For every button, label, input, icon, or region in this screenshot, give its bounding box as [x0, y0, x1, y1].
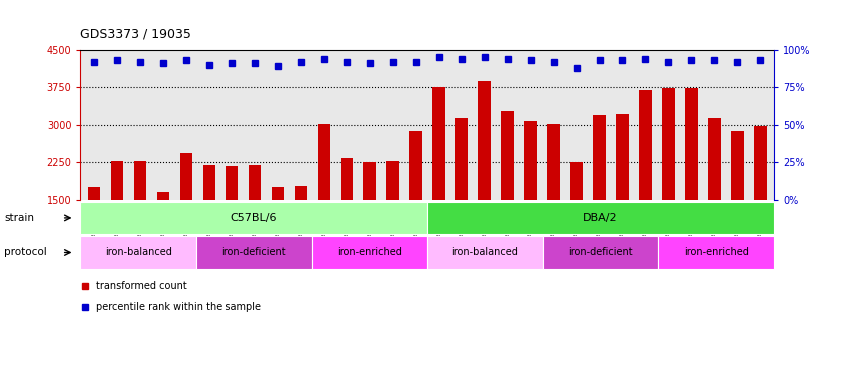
Bar — [249, 165, 261, 200]
Bar — [179, 153, 192, 200]
Bar — [340, 158, 353, 200]
Bar — [272, 187, 284, 200]
Bar — [317, 124, 330, 200]
Bar — [525, 121, 537, 200]
Bar — [134, 161, 146, 200]
Text: iron-deficient: iron-deficient — [569, 247, 633, 258]
Bar — [708, 118, 721, 200]
Text: C57BL/6: C57BL/6 — [231, 213, 277, 223]
Text: protocol: protocol — [4, 247, 47, 258]
Bar — [455, 118, 468, 200]
Bar — [478, 81, 491, 200]
Text: DBA/2: DBA/2 — [584, 213, 618, 223]
Text: strain: strain — [4, 213, 34, 223]
Bar — [111, 161, 124, 200]
Bar — [547, 124, 560, 200]
Bar — [364, 162, 376, 200]
Bar — [754, 126, 766, 200]
Text: GDS3373 / 19035: GDS3373 / 19035 — [80, 27, 191, 40]
Bar — [432, 88, 445, 200]
Text: iron-balanced: iron-balanced — [105, 247, 172, 258]
Bar — [662, 88, 675, 200]
Bar — [731, 131, 744, 200]
Bar — [157, 192, 169, 200]
Text: iron-enriched: iron-enriched — [684, 247, 749, 258]
Bar — [593, 115, 606, 200]
Bar — [502, 111, 514, 200]
Bar — [226, 166, 239, 200]
Bar — [387, 161, 399, 200]
Bar — [685, 88, 698, 200]
Text: iron-balanced: iron-balanced — [452, 247, 519, 258]
Text: transformed count: transformed count — [96, 281, 186, 291]
Bar — [639, 90, 651, 200]
Bar — [88, 187, 101, 200]
Text: percentile rank within the sample: percentile rank within the sample — [96, 302, 261, 312]
Text: iron-enriched: iron-enriched — [337, 247, 402, 258]
Bar — [570, 162, 583, 200]
Bar — [409, 131, 422, 200]
Bar — [203, 165, 216, 200]
Bar — [294, 186, 307, 200]
Bar — [616, 114, 629, 200]
Text: iron-deficient: iron-deficient — [222, 247, 286, 258]
